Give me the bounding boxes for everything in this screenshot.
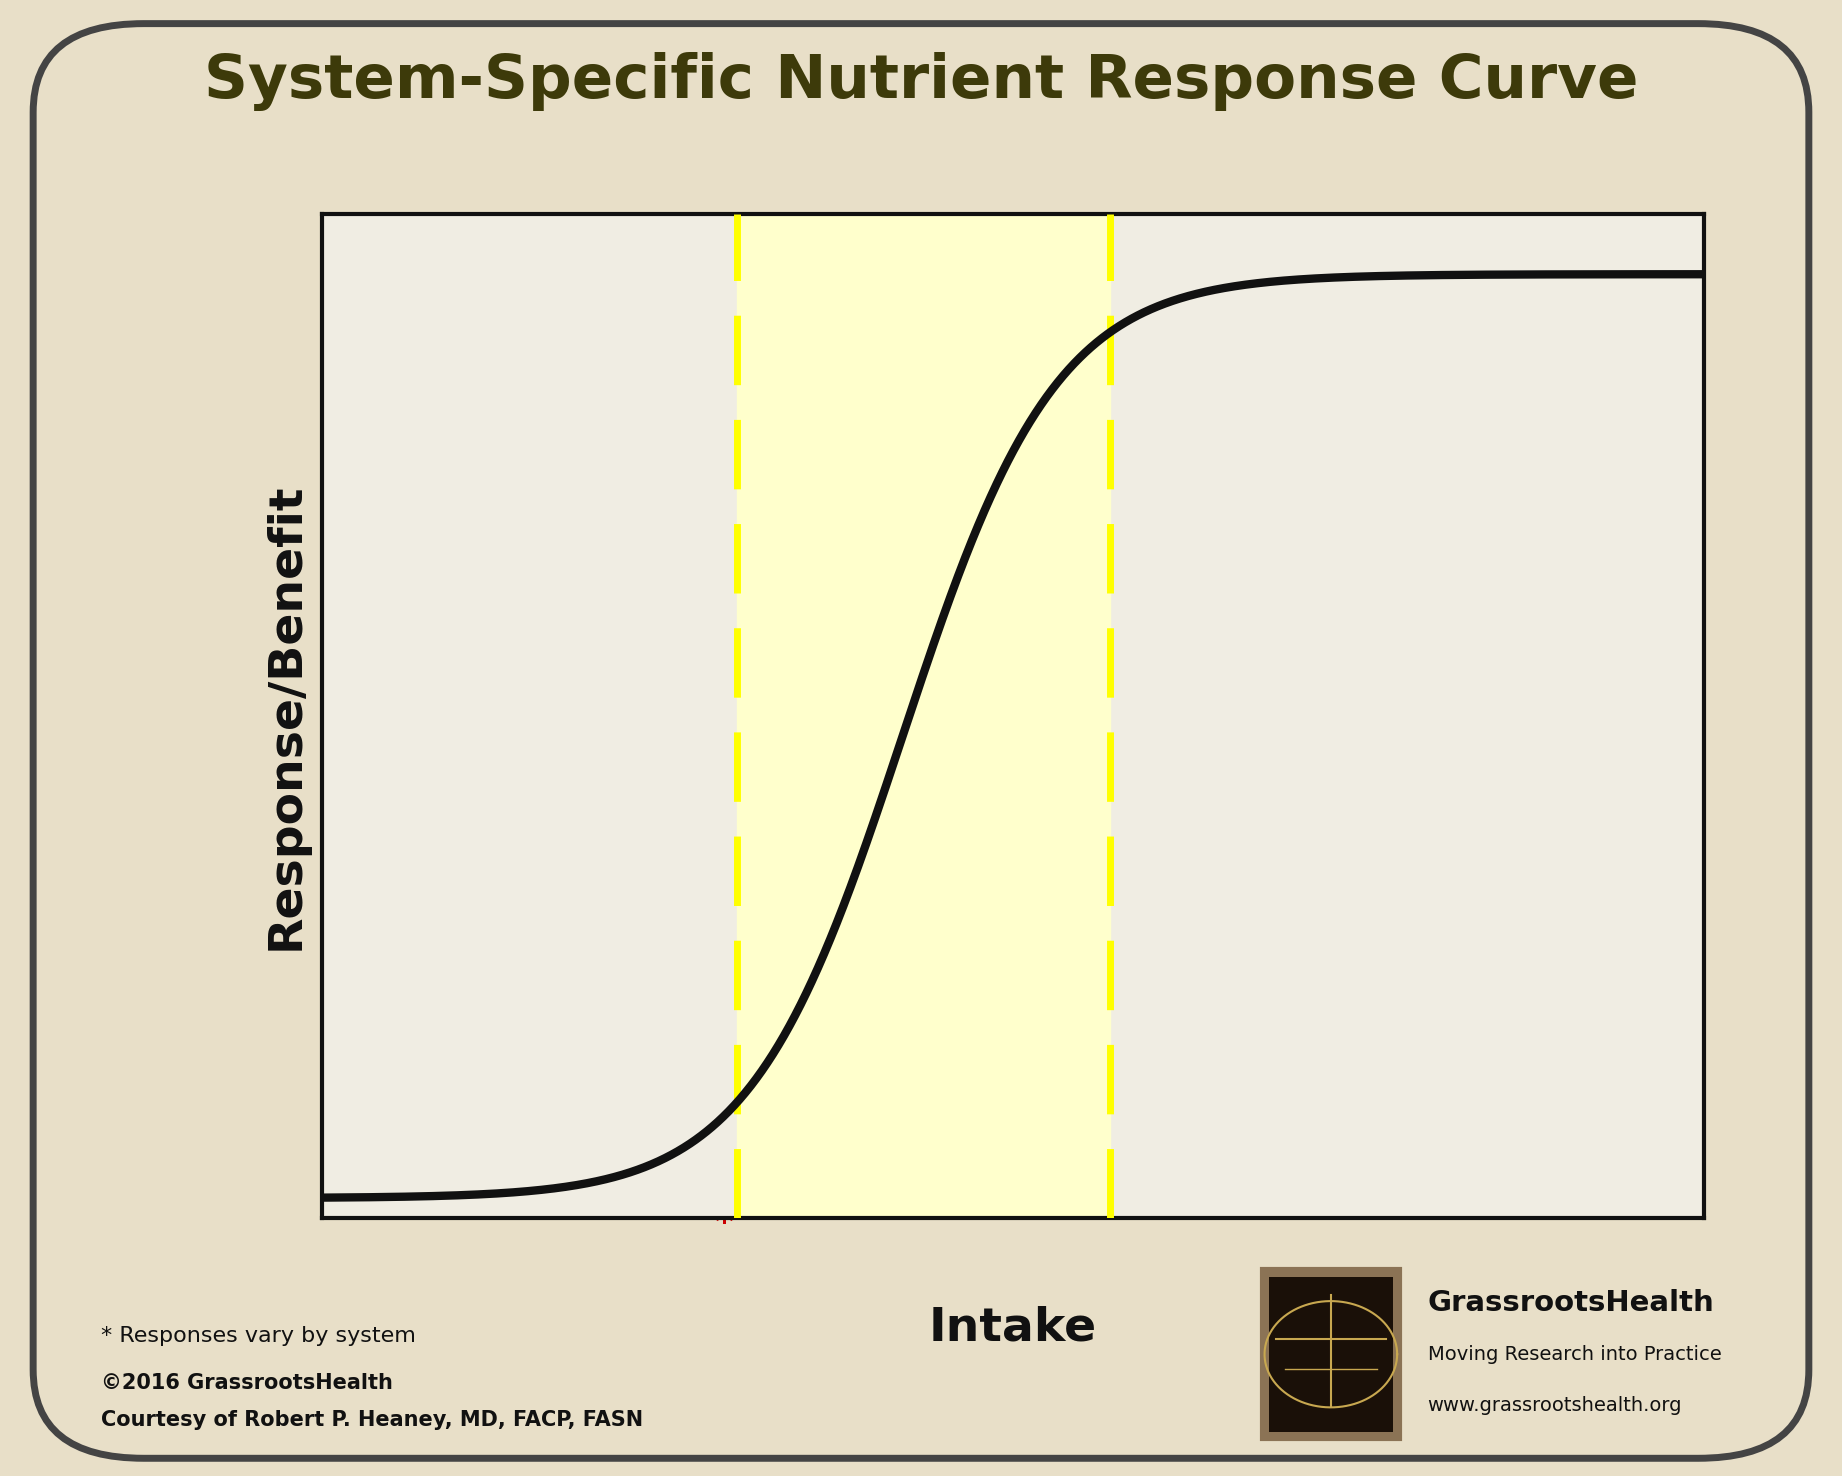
- Text: Intake: Intake: [928, 1306, 1098, 1351]
- Text: www.grassrootshealth.org: www.grassrootshealth.org: [1428, 1396, 1682, 1414]
- Text: *: *: [715, 1206, 733, 1240]
- FancyBboxPatch shape: [1262, 1269, 1400, 1439]
- Text: Null-Response: Null-Response: [372, 1139, 575, 1163]
- Text: * Responses vary by system: * Responses vary by system: [101, 1325, 416, 1346]
- Text: Null-Response: Null-Response: [1118, 326, 1321, 351]
- Text: Intake
Required for
Response/Benefit: Intake Required for Response/Benefit: [787, 809, 1061, 924]
- Text: GrassrootsHealth: GrassrootsHealth: [1428, 1290, 1715, 1317]
- Text: ©2016 GrassrootsHealth: ©2016 GrassrootsHealth: [101, 1373, 392, 1393]
- Text: Moving Research into Practice: Moving Research into Practice: [1428, 1345, 1720, 1364]
- FancyBboxPatch shape: [33, 24, 1809, 1458]
- Text: System-Specific Nutrient Response Curve: System-Specific Nutrient Response Curve: [204, 52, 1638, 111]
- Bar: [737, 214, 1109, 1218]
- FancyBboxPatch shape: [1269, 1277, 1393, 1432]
- Y-axis label: Response/Benefit: Response/Benefit: [263, 483, 308, 949]
- Text: *: *: [1094, 397, 1114, 431]
- Text: Courtesy of Robert P. Heaney, MD, FACP, FASN: Courtesy of Robert P. Heaney, MD, FACP, …: [101, 1410, 643, 1430]
